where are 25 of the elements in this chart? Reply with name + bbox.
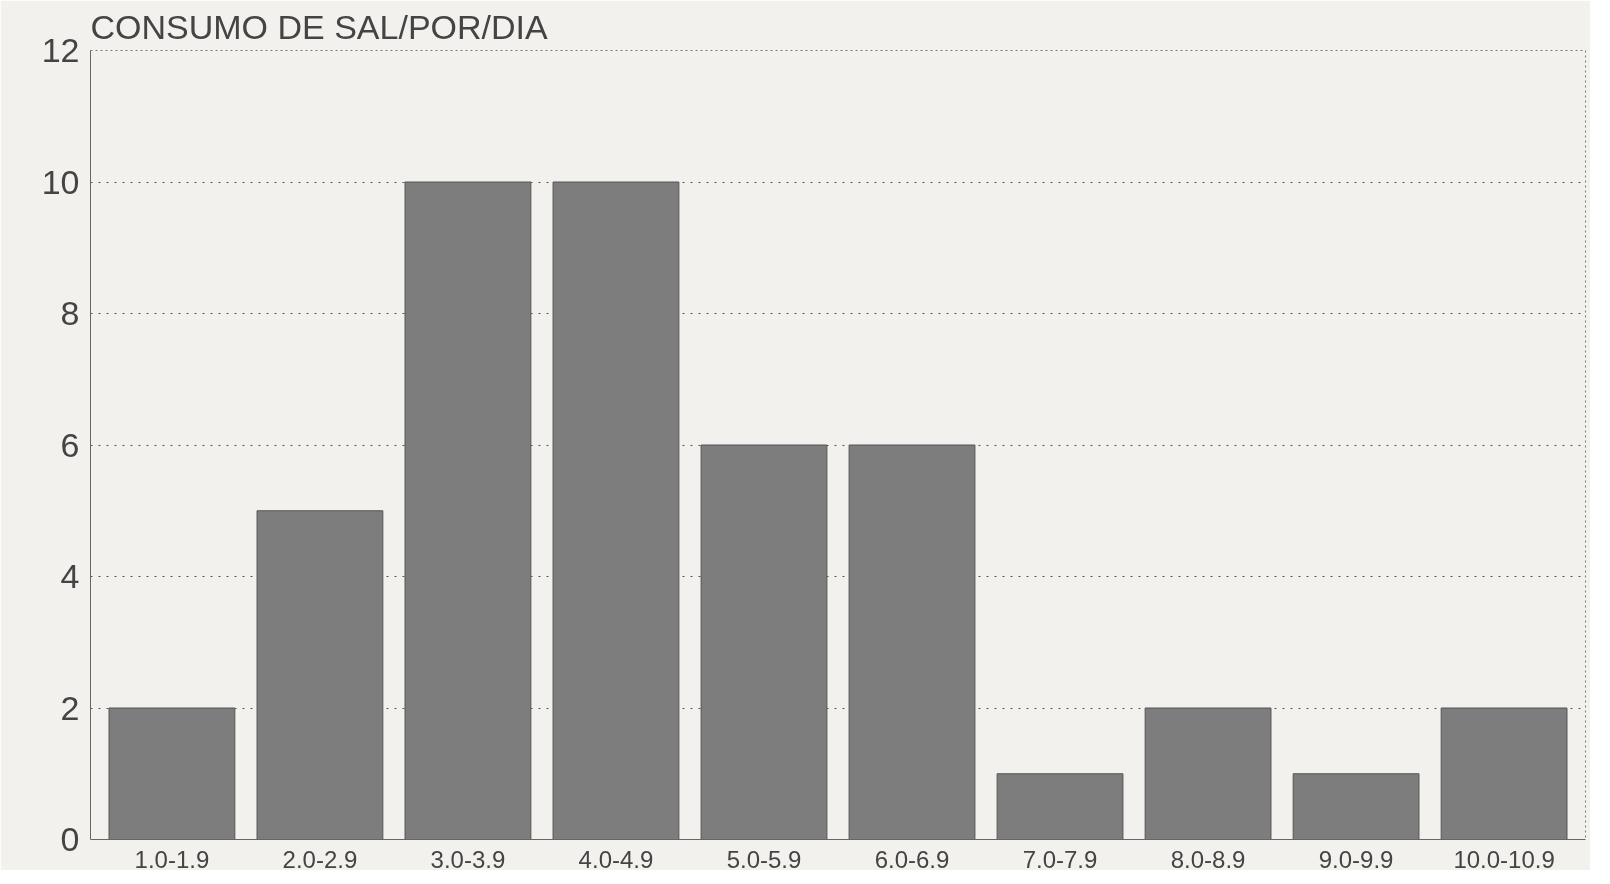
bar: [996, 773, 1124, 840]
bar: [256, 510, 384, 840]
y-tick-label: 4: [60, 557, 80, 595]
x-tick-label: 6.0-6.9: [874, 845, 950, 873]
bar: [848, 444, 976, 840]
x-tick-label: 3.0-3.9: [430, 845, 506, 873]
x-tick-label: 7.0-7.9: [1022, 845, 1098, 873]
x-tick-label: 10.0-10.9: [1453, 845, 1555, 873]
y-tick-label: 12: [41, 31, 80, 69]
y-tick-label: 8: [60, 294, 80, 332]
chart-title: CONSUMO DE SAL/POR/DIA: [90, 7, 549, 46]
x-tick-label: 5.0-5.9: [726, 845, 802, 873]
x-tick-label: 2.0-2.9: [282, 845, 358, 873]
x-tick-label: 8.0-8.9: [1170, 845, 1246, 873]
y-tick-label: 2: [60, 688, 80, 727]
y-tick-label: 6: [60, 425, 80, 464]
bar: [1144, 707, 1272, 840]
bar: [1292, 773, 1420, 840]
x-tick-label: 9.0-9.9: [1318, 845, 1394, 873]
x-tick-label: 1.0-1.9: [134, 845, 210, 873]
bar: [552, 181, 680, 840]
y-tick-label: 0: [60, 820, 80, 858]
y-tick-label: 10: [41, 162, 80, 201]
bar: [1440, 707, 1568, 840]
x-tick-label: 4.0-4.9: [578, 845, 654, 873]
